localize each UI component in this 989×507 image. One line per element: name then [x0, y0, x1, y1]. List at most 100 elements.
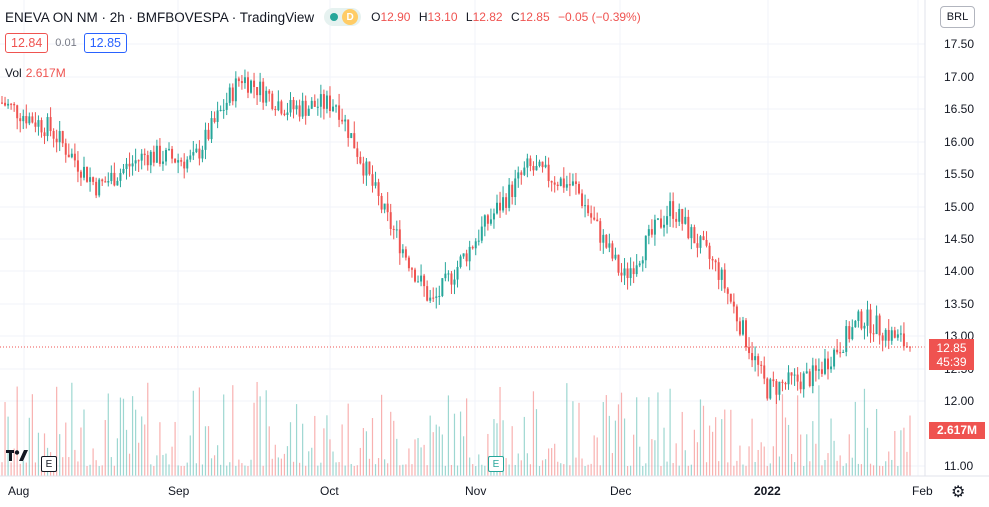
volume-bar — [165, 453, 167, 476]
volume-bar — [265, 390, 267, 476]
volume-bar — [566, 383, 568, 476]
volume-bar — [43, 433, 46, 476]
volume-bar — [441, 434, 443, 476]
volume-bar — [13, 448, 15, 476]
tradingview-logo[interactable] — [6, 448, 32, 466]
volume-bar — [599, 465, 601, 476]
volume-bar — [757, 449, 759, 476]
candle-body — [787, 372, 790, 385]
candle-body — [265, 90, 268, 103]
volume-bar — [563, 464, 565, 476]
candle-body — [192, 152, 195, 156]
volume-bar — [827, 453, 829, 476]
volume-bar — [557, 461, 559, 476]
volume-bar — [642, 465, 644, 476]
earnings-event-badge[interactable]: E — [488, 456, 504, 472]
candle-body — [614, 254, 617, 259]
symbol-title[interactable]: ENEVA ON NM · 2h · BMFBOVESPA · TradingV… — [5, 9, 315, 25]
candle-body — [459, 256, 462, 267]
candle-body — [313, 100, 316, 107]
volume-bar — [147, 382, 149, 476]
candle-body — [332, 106, 335, 112]
volume-bar — [678, 465, 680, 476]
buy-price-button[interactable]: 12.85 — [83, 33, 127, 53]
candle-body — [745, 320, 748, 348]
candle-body — [401, 249, 404, 254]
volume-bar — [681, 411, 683, 476]
volume-bar — [626, 465, 629, 476]
candle-body — [410, 268, 413, 270]
volume-bar — [705, 462, 708, 476]
price-axis-label: 12.00 — [944, 394, 975, 408]
candle-body — [447, 273, 450, 275]
volume-bar — [745, 465, 747, 476]
candle-body — [827, 358, 830, 370]
status-pill[interactable]: D — [324, 8, 362, 26]
sell-price-button[interactable]: 12.84 — [5, 33, 49, 53]
volume-bar — [156, 455, 158, 476]
candle-body — [335, 105, 338, 107]
candle-body — [702, 236, 705, 240]
volume-bar — [654, 440, 656, 476]
candle-body — [344, 119, 347, 122]
candle-body — [158, 145, 161, 164]
currency-button[interactable]: BRL — [940, 6, 975, 28]
candle-body — [726, 288, 729, 294]
market-status[interactable]: D — [324, 8, 362, 26]
volume-bar — [590, 463, 592, 476]
volume-bar — [74, 449, 76, 476]
price-axis-label: 16.00 — [944, 135, 975, 149]
volume-bar — [560, 463, 562, 476]
gear-icon[interactable]: ⚙ — [951, 484, 966, 501]
candle-body — [599, 221, 602, 243]
candle-body — [751, 353, 754, 361]
candle-body — [808, 371, 811, 387]
candle-body — [644, 235, 647, 261]
candle-body — [52, 131, 55, 139]
volume-bar — [526, 453, 528, 476]
volume-bar — [712, 431, 714, 476]
candle-body — [748, 347, 751, 354]
volume-bar — [517, 453, 519, 476]
volume-bar — [748, 446, 750, 476]
volume-bar — [420, 447, 422, 476]
volume-bar — [812, 421, 814, 476]
open-value: 12.90 — [380, 10, 411, 24]
candle-body — [70, 153, 73, 158]
volume-bar — [135, 409, 137, 476]
volume-legend[interactable]: Vol 2.617M — [5, 66, 66, 80]
volume-bar — [302, 423, 304, 476]
volume-bar — [505, 458, 507, 476]
candle-body — [681, 208, 684, 224]
candle-body — [480, 226, 483, 241]
candle-body — [407, 257, 410, 269]
volume-bar — [839, 455, 841, 476]
candle-body — [325, 95, 328, 109]
earnings-event-badge[interactable]: E — [41, 456, 57, 472]
candle-body — [735, 306, 738, 322]
volume-bar — [769, 463, 771, 476]
candle-body — [532, 166, 535, 171]
candle-body — [262, 81, 265, 103]
volume-bar — [414, 439, 416, 476]
volume-bar — [730, 409, 732, 476]
candle-body — [763, 365, 766, 379]
candle-body — [82, 166, 85, 178]
candle-body — [146, 155, 149, 166]
candle-body — [377, 182, 380, 196]
candle-body — [881, 335, 884, 341]
candle-body — [274, 108, 277, 111]
candle-body — [483, 215, 486, 227]
volume-bar — [277, 457, 279, 476]
candle-body — [98, 179, 101, 196]
candle-body — [341, 119, 344, 122]
candle-body — [802, 373, 805, 390]
candle-body — [854, 320, 857, 328]
volume-bar — [65, 422, 67, 476]
candle-body — [40, 120, 43, 133]
volume-bar — [380, 394, 383, 476]
candle-body — [107, 181, 110, 183]
volume-bar — [836, 460, 838, 476]
volume-bar — [447, 395, 450, 476]
